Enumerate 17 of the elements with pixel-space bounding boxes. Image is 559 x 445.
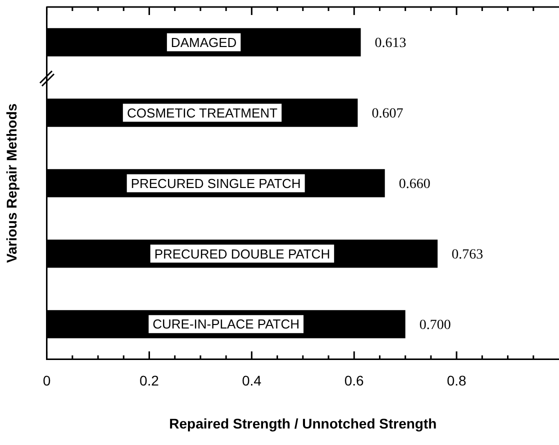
- data-label: 0.763: [452, 247, 484, 262]
- x-tick-label: 0: [42, 372, 51, 389]
- x-tick-label: 0.2: [140, 372, 160, 389]
- y-axis-title: Various Repair Methods: [3, 103, 20, 263]
- x-tick-label: 0.6: [344, 372, 364, 389]
- data-label: 0.700: [419, 318, 451, 333]
- x-axis-title: Repaired Strength / Unnotched Strength: [169, 415, 437, 432]
- y-tick-label: PRECURED SINGLE PATCH: [130, 176, 301, 191]
- y-tick-label: PRECURED DOUBLE PATCH: [154, 246, 330, 262]
- y-tick-label: CURE-IN-PLACE PATCH: [152, 316, 300, 332]
- data-label: 0.660: [398, 176, 430, 192]
- data-label: 0.613: [374, 36, 406, 51]
- y-tick-label: DAMAGED: [170, 34, 237, 50]
- x-tick-label: 0.4: [242, 372, 262, 389]
- y-tick-label: COSMETIC TREATMENT: [127, 105, 278, 120]
- data-label: 0.607: [372, 106, 404, 122]
- x-tick-label: 0.8: [446, 372, 466, 389]
